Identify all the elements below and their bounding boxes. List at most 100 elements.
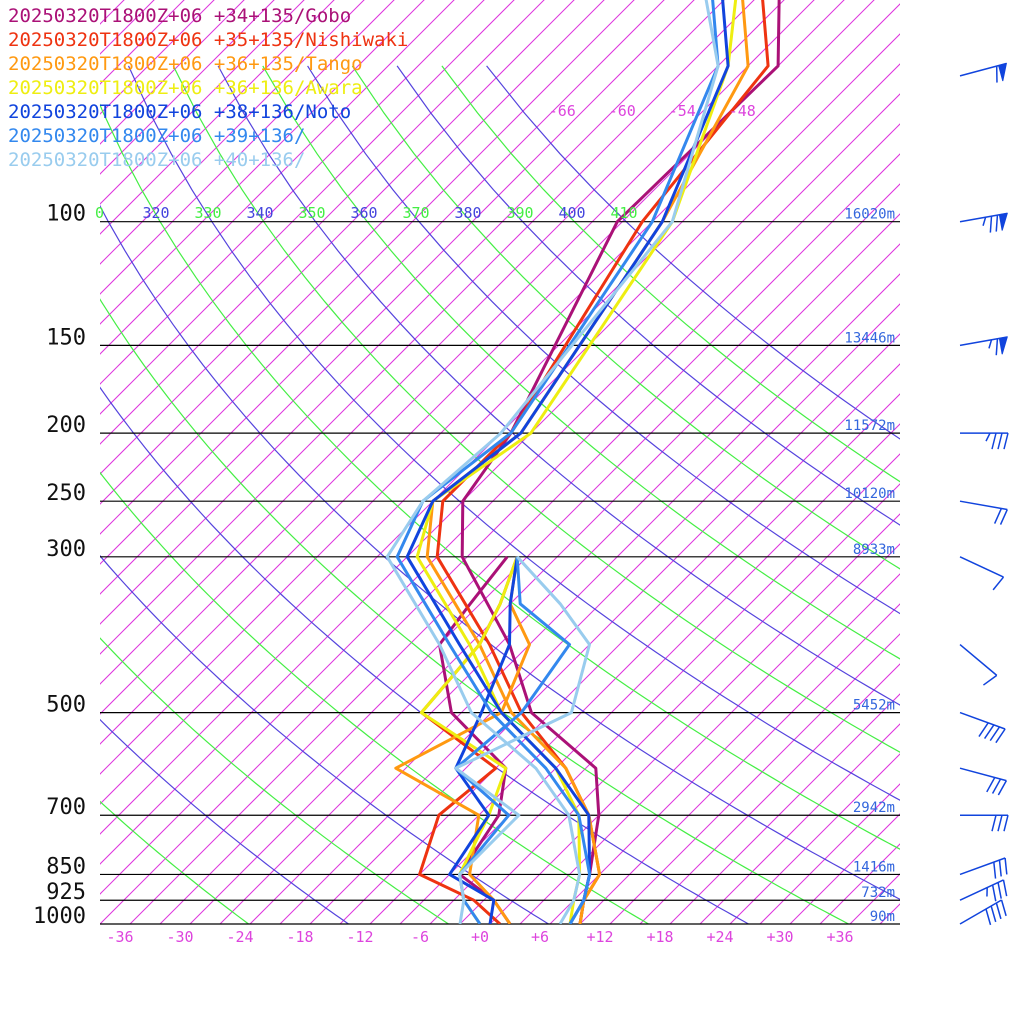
wind-barb [959,336,1008,356]
wind-barb [959,643,998,686]
height-label: 90m [870,909,895,925]
isotherm-line [100,0,515,415]
theta-curve [307,65,900,615]
temperature-profile [385,0,720,924]
temperature-tick: -36 [106,928,133,946]
isotherm-line [819,843,900,924]
wind-barb [959,857,1008,879]
isotherm-line [429,453,900,924]
theta-label: 330 [194,204,221,222]
pressure-label: 300 [46,537,86,562]
theta-curve [351,65,900,570]
theta-curve [262,65,900,660]
temperature-tick: +36 [826,928,853,946]
temperature-tick: -24 [226,928,253,946]
temperature-tick: +6 [531,928,549,946]
theta-curve [172,65,900,753]
isotherm-line [489,513,900,924]
isotherm-line [100,0,485,385]
temperature-tick: +24 [706,928,733,946]
height-label: 13446m [844,330,895,346]
isotherm-line [699,723,900,924]
isotherm-line [639,663,900,924]
isotherm-line [100,0,335,235]
theta-curve [100,800,249,924]
theta-label: 340 [246,204,273,222]
theta-curve [486,65,900,440]
isotherm-line [609,633,900,924]
isotherm-line [100,0,425,325]
theta-label: 360 [350,204,377,222]
theta-curve [100,718,349,924]
temperature-tick: -18 [286,928,313,946]
theta-label: 400 [558,204,585,222]
temperature-profile [405,0,730,924]
legend-entry: 20250320T1800Z+06 +36+135/Tango [8,53,363,75]
pressure-grid [100,221,900,925]
upper-temperature-tick: -66 [549,102,576,120]
pressure-label: 150 [46,325,86,350]
pressure-label: 200 [46,413,86,438]
theta-curve [100,204,900,900]
pressure-label: 850 [46,854,86,879]
wind-barb [959,899,1007,926]
sounding-series [385,0,781,924]
pressure-label: 700 [46,795,86,820]
isotherm-line [729,753,900,924]
isotherm-line [100,0,305,205]
wind-barb [959,767,1008,796]
theta-label: 350 [298,204,325,222]
temperature-tick: +12 [586,928,613,946]
upper-temperature-tick: -48 [729,102,756,120]
pressure-label: 1000 [33,904,86,929]
theta-label: 410 [610,204,637,222]
isotherm-line [879,903,900,924]
theta-curve [100,554,549,924]
theta-curve [127,65,900,801]
height-label: 8933m [853,542,895,558]
wind-barb [959,711,1006,744]
legend-entry: 20250320T1800Z+06 +38+136/Noto [8,101,352,123]
isotherm-line [100,0,215,115]
theta-curve [100,298,849,924]
isotherm-line [100,0,365,265]
dewpoint-profile [454,555,591,924]
wind-barb [960,814,1009,832]
isotherm-line [940,0,1024,924]
temperature-tick: +18 [646,928,673,946]
isotherm-line [100,0,275,175]
wind-barb [959,879,1008,902]
wind-barb [959,500,1008,525]
legend-entry: 20250320T1800Z+06 +40+136/ [8,149,306,171]
wind-barb [959,212,1008,233]
legend-entry: 20250320T1800Z+06 +34+135/Gobo [8,5,352,27]
wind-barbs [959,62,1009,926]
upper-temperature-tick: -54 [669,102,696,120]
height-label: 11572m [844,418,895,434]
theta-label: 380 [454,204,481,222]
isotherm-line [100,0,245,145]
legend-entry: 20250320T1800Z+06 +35+135/Nishiwaki [8,29,409,51]
wind-barb [959,62,1008,83]
legend-entry: 20250320T1800Z+06 +36+136/Awara [8,77,363,99]
isotherm-line [519,543,900,924]
height-label: 10120m [844,486,895,502]
theta-curve [217,65,900,706]
isotherm-line [549,573,900,924]
temperature-profile [395,0,720,924]
isotherm-line [100,0,395,295]
theta-label: 0 [95,204,104,222]
wind-barb [959,556,1005,591]
temperature-tick: +30 [766,928,793,946]
theta-curve [100,471,649,924]
theta-label: 370 [402,204,429,222]
pressure-label: 500 [46,693,86,718]
theta-curve [396,65,900,526]
theta-label: 320 [142,204,169,222]
height-label: 16020m [844,207,895,223]
theta-curve [100,637,449,924]
isotherm-line [309,333,900,924]
theta-label: 390 [506,204,533,222]
pressure-label: 925 [46,880,86,905]
temperature-profile [460,0,781,924]
